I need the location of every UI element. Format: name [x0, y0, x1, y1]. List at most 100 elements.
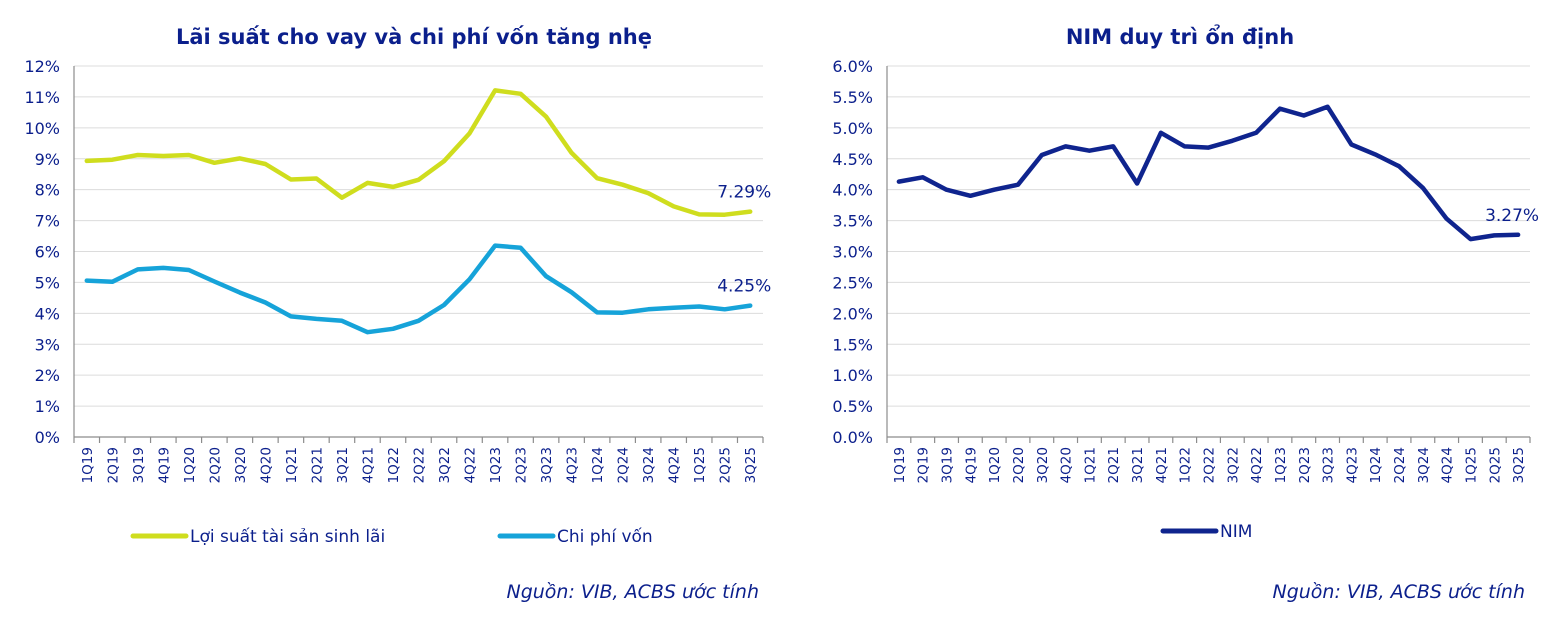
x-tick-label: 3Q24	[1416, 447, 1432, 483]
y-tick-label: 9%	[35, 150, 60, 169]
y-tick-label: 0.5%	[832, 397, 873, 416]
x-tick-label: 3Q23	[1321, 447, 1337, 483]
x-tick-label: 4Q23	[565, 447, 581, 483]
right-chart-gridlines	[887, 65, 1530, 407]
series-line-1	[896, 104, 1521, 242]
x-tick-label: 2Q25	[1487, 447, 1503, 483]
x-tick-label: 1Q20	[987, 447, 1003, 483]
y-tick-label: 10%	[24, 119, 60, 138]
x-tick-label: 3Q22	[1225, 447, 1241, 483]
left-chart-legend: Lợi suất tài sản sinh lãi Chi phí vốn	[130, 526, 653, 547]
y-tick-label: 6%	[35, 243, 60, 262]
y-tick-label: 3.5%	[832, 212, 873, 231]
right-chart-y-axis: 0.0% 0.5% 1.0% 1.5% 2.0% 2.5% 3.0% 3.5% 4.0% 4.5%…	[832, 57, 888, 447]
x-tick-label: 4Q22	[463, 447, 479, 483]
x-tick-label: 2Q25	[718, 447, 734, 483]
x-tick-label: 4Q20	[1059, 447, 1075, 483]
x-tick-label: 2Q20	[207, 447, 223, 483]
x-tick-label: 1Q19	[892, 447, 908, 483]
right-chart: NIM duy trì ổn định 0.0% 0.5% 1.0% 1.5% 2.0%…	[832, 24, 1539, 603]
x-tick-label: 4Q21	[360, 447, 376, 483]
x-tick-label: 2Q21	[309, 447, 325, 483]
y-tick-label: 5.5%	[832, 88, 873, 107]
y-tick-label: 4.5%	[832, 150, 873, 169]
end-data-label: 7.29%	[717, 183, 771, 203]
right-chart-title: NIM duy trì ổn định	[1066, 24, 1294, 49]
x-tick-label: 3Q23	[539, 447, 555, 483]
x-tick-label: 1Q24	[1368, 447, 1384, 483]
x-tick-label: 3Q19	[131, 447, 147, 483]
x-tick-label: 2Q20	[1011, 447, 1027, 483]
y-tick-label: 1.5%	[832, 335, 873, 354]
x-tick-label: 3Q25	[1511, 447, 1527, 483]
legend-label: Lợi suất tài sản sinh lãi	[190, 526, 385, 547]
x-tick-label: 2Q23	[514, 447, 530, 483]
x-tick-label: 4Q21	[1154, 447, 1170, 483]
y-tick-label: 4%	[35, 304, 60, 323]
legend-label: Chi phí vốn	[557, 526, 653, 547]
x-tick-label: 1Q19	[80, 447, 96, 483]
x-tick-label: 3Q22	[437, 447, 453, 483]
x-tick-label: 2Q21	[1106, 447, 1122, 483]
left-chart-gridlines	[74, 65, 763, 407]
y-tick-label: 2.5%	[832, 273, 873, 292]
x-tick-label: 1Q22	[386, 447, 402, 483]
y-tick-label: 1%	[35, 397, 60, 416]
x-tick-label: 2Q22	[412, 447, 428, 483]
x-tick-label: 4Q20	[258, 447, 274, 483]
y-tick-label: 3.0%	[832, 243, 873, 262]
x-tick-label: 3Q25	[743, 447, 759, 483]
series-line-1	[84, 88, 753, 217]
left-chart-source: Nguồn: VIB, ACBS ước tính	[506, 581, 759, 603]
end-data-label: 4.25%	[717, 277, 771, 297]
left-chart-series	[84, 88, 753, 335]
y-tick-label: 0%	[35, 428, 60, 447]
x-tick-label: 3Q21	[335, 447, 351, 483]
left-chart-title: Lãi suất cho vay và chi phí vốn tăng nhẹ	[176, 25, 652, 49]
left-chart: Lãi suất cho vay và chi phí vốn tăng nhẹ…	[24, 25, 771, 603]
y-tick-label: 2.0%	[832, 304, 873, 323]
x-tick-label: 2Q22	[1202, 447, 1218, 483]
right-chart-source: Nguồn: VIB, ACBS ước tính	[1272, 581, 1525, 603]
x-tick-label: 4Q24	[667, 447, 683, 483]
right-chart-data-labels: 3.27%	[1485, 206, 1539, 226]
x-tick-label: 1Q25	[1463, 447, 1479, 483]
x-tick-label: 1Q21	[284, 447, 300, 483]
x-tick-label: 2Q19	[916, 447, 932, 483]
y-tick-label: 12%	[24, 57, 60, 76]
y-tick-label: 5.0%	[832, 119, 873, 138]
y-tick-label: 11%	[24, 88, 60, 107]
y-tick-label: 5%	[35, 273, 60, 292]
legend-label: NIM	[1220, 522, 1252, 542]
right-chart-x-axis: 1Q19 2Q19 3Q19 4Q19 1Q20 2Q20 3Q20 4Q20 1Q21 2Q21…	[886, 436, 1531, 483]
x-tick-label: 4Q23	[1344, 447, 1360, 483]
x-tick-label: 3Q20	[233, 447, 249, 483]
right-chart-legend: NIM	[1160, 522, 1252, 542]
y-tick-label: 3%	[35, 335, 60, 354]
x-tick-label: 4Q24	[1440, 447, 1456, 483]
x-tick-label: 3Q20	[1035, 447, 1051, 483]
x-tick-label: 1Q25	[692, 447, 708, 483]
left-chart-x-axis: 1Q19 2Q19 3Q19 4Q19 1Q20 2Q20 3Q20 4Q20 1Q21 2Q21…	[73, 436, 764, 483]
y-tick-label: 0.0%	[832, 428, 873, 447]
x-tick-label: 2Q24	[1392, 447, 1408, 483]
y-tick-label: 1.0%	[832, 366, 873, 385]
x-tick-label: 2Q23	[1297, 447, 1313, 483]
x-tick-label: 1Q24	[590, 447, 606, 483]
x-tick-label: 1Q22	[1178, 447, 1194, 483]
end-data-label: 3.27%	[1485, 206, 1539, 226]
y-tick-label: 6.0%	[832, 57, 873, 76]
x-tick-label: 4Q22	[1249, 447, 1265, 483]
x-tick-label: 2Q24	[616, 447, 632, 483]
x-tick-label: 1Q23	[1273, 447, 1289, 483]
series-line-2	[84, 243, 753, 335]
x-tick-label: 3Q21	[1130, 447, 1146, 483]
x-tick-label: 2Q19	[105, 447, 121, 483]
y-tick-label: 4.0%	[832, 181, 873, 200]
x-tick-label: 4Q19	[963, 447, 979, 483]
x-tick-label: 4Q19	[156, 447, 172, 483]
y-tick-label: 8%	[35, 181, 60, 200]
x-tick-label: 3Q19	[940, 447, 956, 483]
right-chart-series	[896, 104, 1521, 242]
